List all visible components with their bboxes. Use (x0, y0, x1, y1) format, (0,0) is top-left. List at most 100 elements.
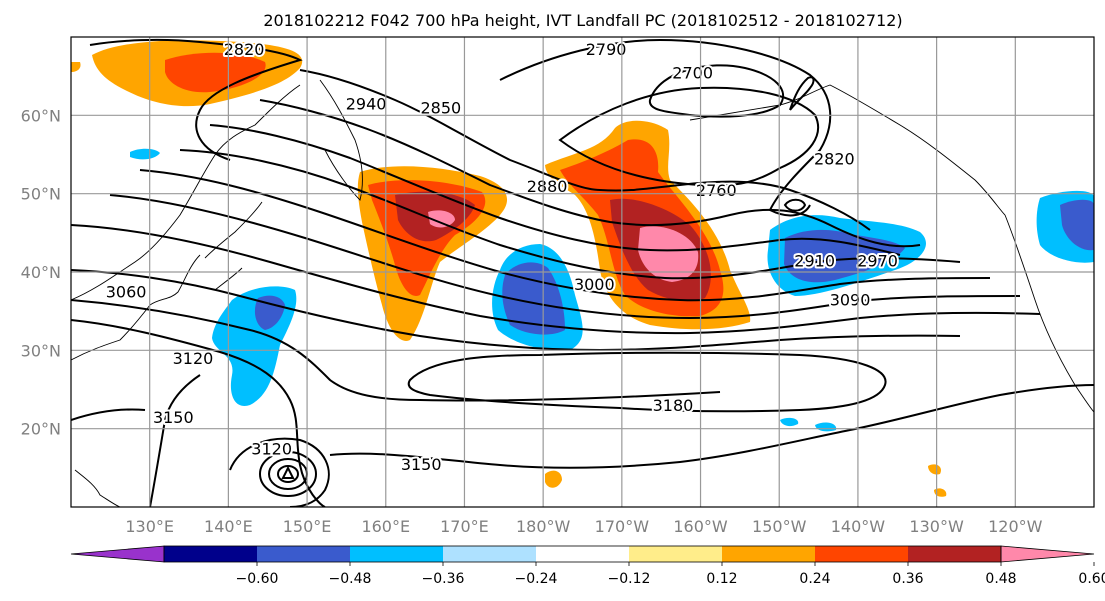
contour-label: 3000 (574, 275, 615, 294)
contour-low-ring1 (259, 451, 317, 497)
colorbar: −0.60 −0.48 −0.36 −0.24 −0.12 0.12 0.24 0.36 0.4… (70, 545, 1105, 587)
contour-label: 3120 (173, 349, 214, 368)
contour-label: 3180 (653, 396, 694, 415)
colorbar-extend-min (70, 545, 165, 563)
contour-label: 2790 (586, 40, 627, 59)
contour-label: 2700 (672, 63, 713, 82)
latitude-tick-labels: 20°N 30°N 40°N 50°N 60°N (21, 106, 61, 438)
lon-tick-label: 160°E (361, 517, 410, 536)
lon-tick-label: 120°W (988, 517, 1043, 536)
colorbar-segment (443, 546, 537, 562)
lon-tick-label: 140°W (831, 517, 886, 536)
ivt-positive-blob-east1 (928, 464, 941, 475)
lon-tick-label: 150°W (752, 517, 807, 536)
contour-label: 2970 (857, 251, 898, 270)
contour-2910 (209, 124, 901, 256)
contour-low-center (281, 465, 295, 479)
contour-3120 (71, 319, 326, 507)
colorbar-segment (722, 546, 816, 562)
contour-2820 (89, 38, 303, 161)
contour-2880 (259, 99, 921, 248)
contour-2940 (179, 149, 961, 280)
contour-3150-south (149, 374, 1094, 507)
ivt-negative-core-central (502, 262, 565, 335)
contour-label: 2820 (224, 40, 265, 59)
lon-tick-label: 170°W (595, 517, 650, 536)
contour-labels: 2820 2790 2700 2940 2850 2880 2760 2820 2910 2970… (104, 38, 900, 476)
contour-3060 (71, 269, 961, 352)
contour-3000 (109, 194, 1021, 320)
lat-tick-label: 50°N (21, 185, 61, 204)
colorbar-tick-label: −0.12 (608, 571, 651, 587)
height-contours (71, 38, 1094, 507)
contour-label: 2880 (527, 177, 568, 196)
contour-2970 (139, 169, 991, 302)
colorbar-tick-label: −0.36 (422, 571, 465, 587)
ivt-negative-core-coast (1060, 199, 1094, 251)
colorbar-tick-label: 0.36 (892, 571, 923, 587)
ivt-positive-core-siberia (165, 52, 266, 93)
lat-tick-label: 40°N (21, 263, 61, 282)
contour-label: 3150 (401, 455, 442, 474)
colorbar-segment (164, 546, 258, 562)
coast-alaska (689, 84, 1006, 216)
lon-tick-label: 140°E (204, 517, 253, 536)
contour-label: 2850 (420, 99, 461, 118)
colorbar-segment (257, 546, 351, 562)
colorbar-segment (629, 546, 723, 562)
map-panel: 2820 2790 2700 2940 2850 2880 2760 2820 2910 2970… (21, 36, 1095, 536)
colorbar-segment (815, 546, 909, 562)
lat-lon-grid (71, 37, 1094, 507)
coast-us-west (1004, 214, 1094, 413)
contour-3030 (71, 224, 1041, 335)
contour-label: 2760 (696, 181, 737, 200)
colorbar-segment (536, 546, 630, 562)
lon-tick-label: 170°E (440, 517, 489, 536)
lat-tick-label: 30°N (21, 341, 61, 360)
lat-tick-label: 20°N (21, 420, 61, 439)
contour-label: 3060 (106, 283, 147, 302)
contour-2760 (558, 86, 820, 187)
lat-tick-label: 60°N (21, 106, 61, 125)
colorbar-tick-label: 0.12 (706, 571, 737, 587)
colorbar-tick-label: 0.48 (985, 571, 1016, 587)
figure-title: 2018102212 F042 700 hPa height, IVT Land… (263, 11, 902, 30)
contour-2850 (299, 69, 871, 231)
contour-low-outer (229, 437, 330, 507)
contour-cutoff-low (783, 198, 807, 212)
lon-tick-label: 150°E (283, 517, 332, 536)
colorbar-tick-label: 0.60 (1078, 571, 1105, 587)
contour-label: 3120 (251, 439, 292, 458)
coast-japan (204, 201, 263, 291)
colorbar-tick-label: −0.48 (329, 571, 372, 587)
coast-kamchatka (319, 79, 363, 201)
contour-3150-west (71, 408, 146, 421)
ivt-positive-peak-central (638, 226, 699, 282)
colorbar-tick-label: −0.24 (515, 571, 558, 587)
map-frame (70, 36, 1095, 508)
ivt-negative-blob-hawaii1 (780, 417, 799, 427)
contour-label: 2820 (814, 149, 855, 168)
ivt-negative-core-japan (254, 295, 285, 330)
colorbar-segment (908, 546, 1002, 562)
contour-label: 3150 (153, 408, 194, 427)
coast-asia-east (71, 84, 301, 301)
coast-philippines (74, 469, 121, 507)
contour-label: 2940 (346, 95, 387, 114)
contour-aleutian-loop (789, 76, 815, 111)
colorbar-extend-max (1000, 545, 1095, 563)
ivt-positive-blob-pacific (545, 470, 562, 488)
colorbar-segment (350, 546, 444, 562)
lon-tick-label: 130°E (125, 517, 174, 536)
contour-label: 2910 (794, 251, 835, 270)
contour-3180 (407, 351, 887, 413)
colorbar-tick-label: 0.24 (799, 571, 830, 587)
colorbar-tick-label: −0.60 (236, 571, 279, 587)
lon-tick-label: 130°W (909, 517, 964, 536)
lon-tick-label: 180°W (516, 517, 571, 536)
ivt-negative-blob-small (130, 148, 160, 160)
colorbar-frame (163, 545, 1002, 563)
ivt-positive-peak-west (428, 210, 455, 228)
longitude-tick-labels: 130°E 140°E 150°E 160°E 170°E 180°W 170°W 160°W… (125, 517, 1042, 536)
